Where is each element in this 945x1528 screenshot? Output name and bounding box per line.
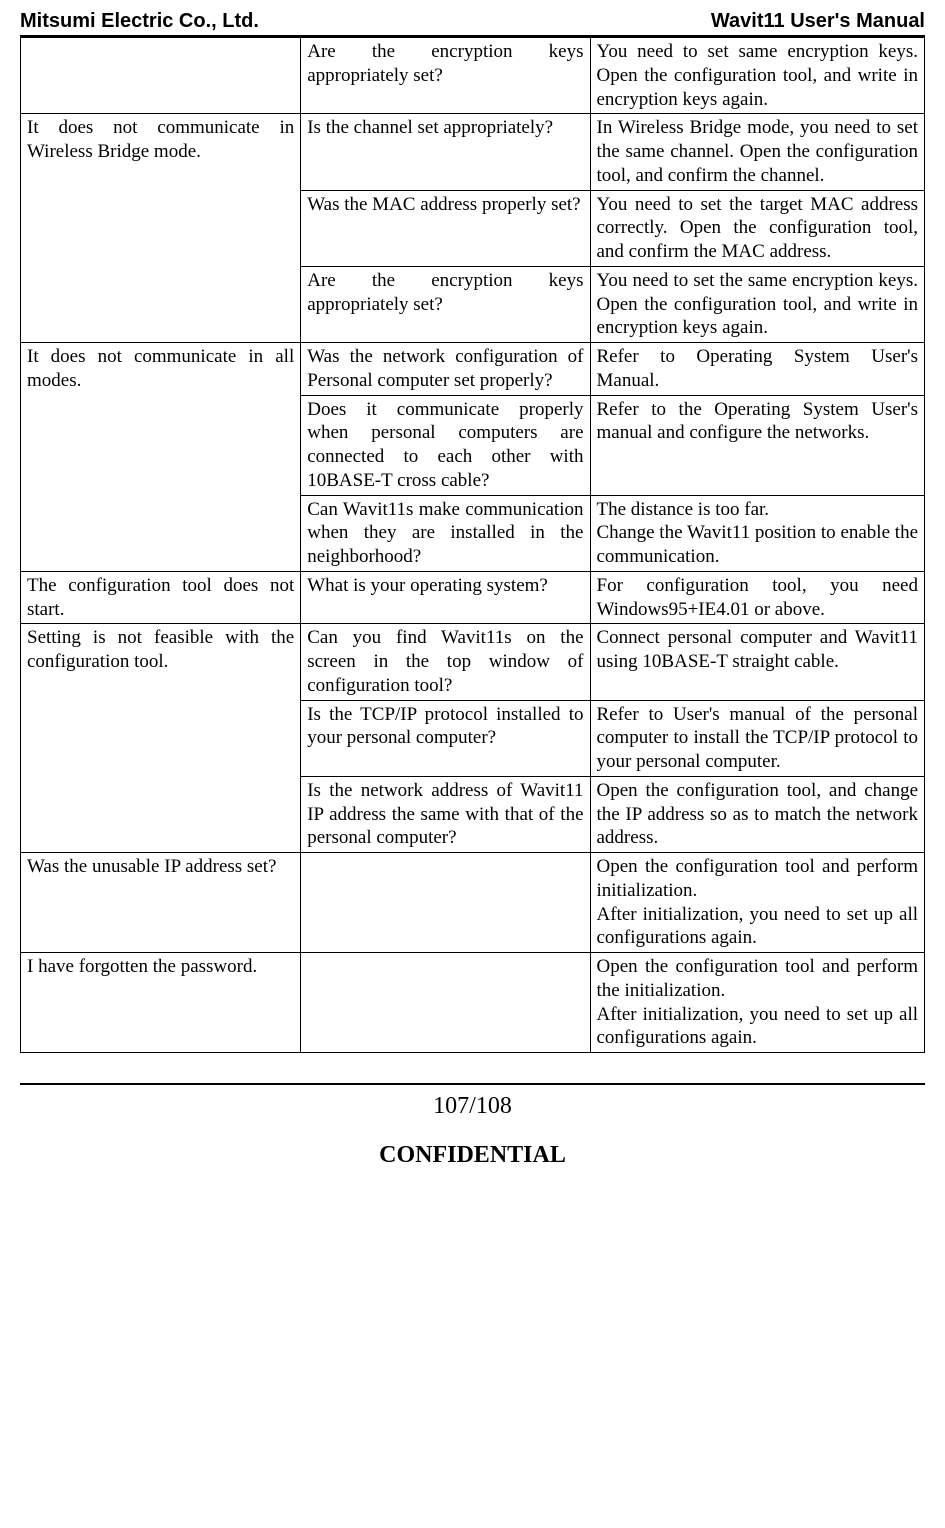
solution-cell: Open the configuration tool and perform … bbox=[590, 953, 925, 1053]
confidential-label: CONFIDENTIAL bbox=[20, 1142, 925, 1169]
solution-cell: Refer to the Operating System User's man… bbox=[590, 395, 925, 495]
solution-cell: Refer to Operating System User's Manual. bbox=[590, 343, 925, 396]
company-name: Mitsumi Electric Co., Ltd. bbox=[20, 10, 259, 33]
question-cell: Was the MAC address properly set? bbox=[301, 190, 590, 266]
solution-cell: For configuration tool, you need Windows… bbox=[590, 571, 925, 624]
question-cell: Was the network configuration of Persona… bbox=[301, 343, 590, 396]
table-row: I have forgotten the password. Open the c… bbox=[21, 953, 925, 1053]
question-cell bbox=[301, 853, 590, 953]
manual-title: Wavit11 User's Manual bbox=[711, 10, 925, 33]
question-cell: What is your operating system? bbox=[301, 571, 590, 624]
question-cell bbox=[301, 953, 590, 1053]
problem-cell: The configuration tool does not start. bbox=[21, 571, 301, 624]
solution-cell: Refer to User's manual of the personal c… bbox=[590, 700, 925, 776]
solution-cell: Open the configuration tool and perform … bbox=[590, 853, 925, 953]
solution-cell: You need to set same encryption keys. Op… bbox=[590, 38, 925, 114]
question-cell: Is the channel set appropriately? bbox=[301, 114, 590, 190]
problem-cell: It does not communicate in Wireless Brid… bbox=[21, 114, 301, 343]
table-row: Setting is not feasible with the configu… bbox=[21, 624, 925, 700]
solution-cell: Open the configuration tool, and change … bbox=[590, 776, 925, 852]
table-row: It does not communicate in Wireless Brid… bbox=[21, 114, 925, 190]
troubleshooting-table: Are the encryption keys appropriately se… bbox=[20, 37, 925, 1053]
problem-cell: Was the unusable IP address set? bbox=[21, 853, 301, 953]
problem-cell: I have forgotten the password. bbox=[21, 953, 301, 1053]
problem-cell: Setting is not feasible with the configu… bbox=[21, 624, 301, 853]
solution-cell: You need to set the same encryption keys… bbox=[590, 266, 925, 342]
solution-cell: Connect personal computer and Wavit11 us… bbox=[590, 624, 925, 700]
table-row: It does not communicate in all modes.Was… bbox=[21, 343, 925, 396]
question-cell: Are the encryption keys appropriately se… bbox=[301, 266, 590, 342]
question-cell: Can you find Wavit11s on the screen in t… bbox=[301, 624, 590, 700]
question-cell: Are the encryption keys appropriately se… bbox=[301, 38, 590, 114]
question-cell: Is the TCP/IP protocol installed to your… bbox=[301, 700, 590, 776]
question-cell: Is the network address of Wavit11 IP add… bbox=[301, 776, 590, 852]
page-number: 107/108 bbox=[20, 1093, 925, 1120]
table-row: Was the unusable IP address set? Open the… bbox=[21, 853, 925, 953]
table-row: Are the encryption keys appropriately se… bbox=[21, 38, 925, 114]
question-cell: Can Wavit11s make communication when the… bbox=[301, 495, 590, 571]
question-cell: Does it communicate properly when person… bbox=[301, 395, 590, 495]
solution-cell: The distance is too far. Change the Wavi… bbox=[590, 495, 925, 571]
problem-cell bbox=[21, 38, 301, 114]
page-header: Mitsumi Electric Co., Ltd. Wavit11 User'… bbox=[20, 10, 925, 37]
table-row: The configuration tool does not start.Wh… bbox=[21, 571, 925, 624]
problem-cell: It does not communicate in all modes. bbox=[21, 343, 301, 572]
footer-rule bbox=[20, 1083, 925, 1085]
solution-cell: You need to set the target MAC address c… bbox=[590, 190, 925, 266]
solution-cell: In Wireless Bridge mode, you need to set… bbox=[590, 114, 925, 190]
